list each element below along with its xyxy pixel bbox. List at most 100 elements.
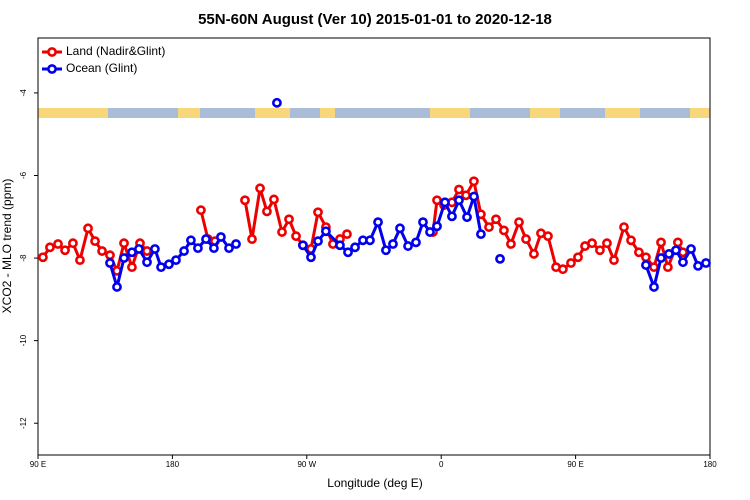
data-point — [619, 222, 629, 232]
data-point — [395, 223, 405, 234]
data-point — [649, 282, 659, 292]
data-point — [595, 245, 605, 256]
data-point — [60, 245, 70, 256]
data-point — [284, 214, 294, 225]
data-point — [641, 260, 651, 270]
data-point — [573, 252, 583, 263]
data-point — [350, 242, 360, 253]
data-point — [543, 231, 553, 242]
data-point — [298, 240, 308, 251]
data-point — [142, 257, 152, 268]
data-point — [90, 236, 100, 247]
data-point — [262, 206, 272, 217]
data-point — [156, 262, 166, 273]
x-tick-label: 90 E — [30, 460, 46, 469]
data-point — [112, 282, 122, 292]
data-point — [142, 246, 152, 256]
data-point — [454, 184, 464, 195]
data-point — [127, 262, 137, 273]
data-point — [418, 217, 428, 228]
x-tick-label: 180 — [703, 460, 717, 469]
data-point — [83, 223, 93, 234]
y-tick-label: -10 — [19, 334, 28, 346]
data-point — [626, 235, 636, 246]
data-point — [313, 236, 323, 247]
data-point — [495, 253, 505, 264]
data-point — [388, 239, 398, 249]
y-tick-label: -4 — [19, 89, 28, 97]
data-point — [461, 190, 471, 201]
map-ocean — [290, 108, 320, 118]
data-point — [476, 229, 486, 240]
data-point — [306, 252, 316, 263]
data-point — [403, 241, 413, 251]
map-ocean — [200, 108, 255, 118]
data-point — [671, 245, 681, 256]
data-point — [272, 97, 282, 108]
data-point — [521, 234, 531, 244]
data-point — [255, 183, 265, 194]
data-point — [432, 221, 442, 232]
map-ocean — [108, 108, 178, 118]
y-tick-label: -6 — [19, 171, 28, 179]
data-point — [68, 238, 78, 249]
data-point — [701, 258, 711, 268]
data-point — [365, 235, 375, 246]
y-tick-label: -8 — [19, 254, 28, 262]
data-point — [587, 238, 597, 249]
data-point — [269, 194, 279, 205]
data-point — [469, 191, 479, 202]
data-point — [97, 246, 107, 256]
data-point — [609, 255, 619, 266]
data-point — [634, 247, 644, 258]
data-point — [171, 255, 181, 266]
data-point — [447, 211, 457, 222]
data-point — [514, 217, 524, 228]
data-point — [506, 239, 516, 249]
chart-title: 55N-60N August (Ver 10) 2015-01-01 to 20… — [198, 11, 552, 28]
map-ocean — [335, 108, 430, 118]
data-point — [193, 243, 203, 254]
y-axis-label: XCO2 - MLO trend (ppm) — [0, 179, 14, 314]
data-point — [649, 262, 659, 273]
data-point — [45, 242, 55, 253]
series-line — [41, 179, 685, 273]
x-tick-label: 180 — [166, 460, 180, 469]
legend-marker — [47, 64, 57, 74]
data-point — [75, 255, 85, 266]
map-ocean — [560, 108, 605, 118]
data-point — [686, 244, 696, 254]
data-point — [119, 238, 129, 249]
map-ocean — [640, 108, 690, 118]
data-point — [662, 262, 673, 273]
data-point — [425, 227, 435, 237]
data-point — [454, 195, 464, 206]
data-point — [641, 252, 651, 263]
data-point — [566, 258, 576, 268]
legend-label: Land (Nadir&Glint) — [66, 44, 165, 58]
data-point — [678, 257, 688, 268]
data-point — [196, 205, 206, 216]
data-point — [602, 238, 612, 249]
data-point — [672, 237, 683, 248]
data-point — [150, 244, 160, 254]
data-point — [656, 237, 666, 248]
data-point — [499, 225, 509, 236]
x-tick-label: 90 W — [297, 460, 316, 469]
data-point — [484, 222, 494, 232]
data-point — [164, 259, 174, 270]
data-point — [119, 253, 129, 263]
data-point — [231, 239, 241, 249]
data-point — [373, 217, 383, 228]
data-point — [432, 195, 442, 206]
x-tick-label: 90 E — [567, 460, 583, 469]
data-point — [656, 253, 666, 263]
data-point — [201, 234, 211, 244]
data-point — [469, 176, 479, 187]
data-point — [335, 240, 345, 251]
data-point — [381, 245, 391, 256]
data-point — [224, 243, 234, 254]
data-point — [664, 249, 674, 259]
data-point — [491, 214, 501, 225]
